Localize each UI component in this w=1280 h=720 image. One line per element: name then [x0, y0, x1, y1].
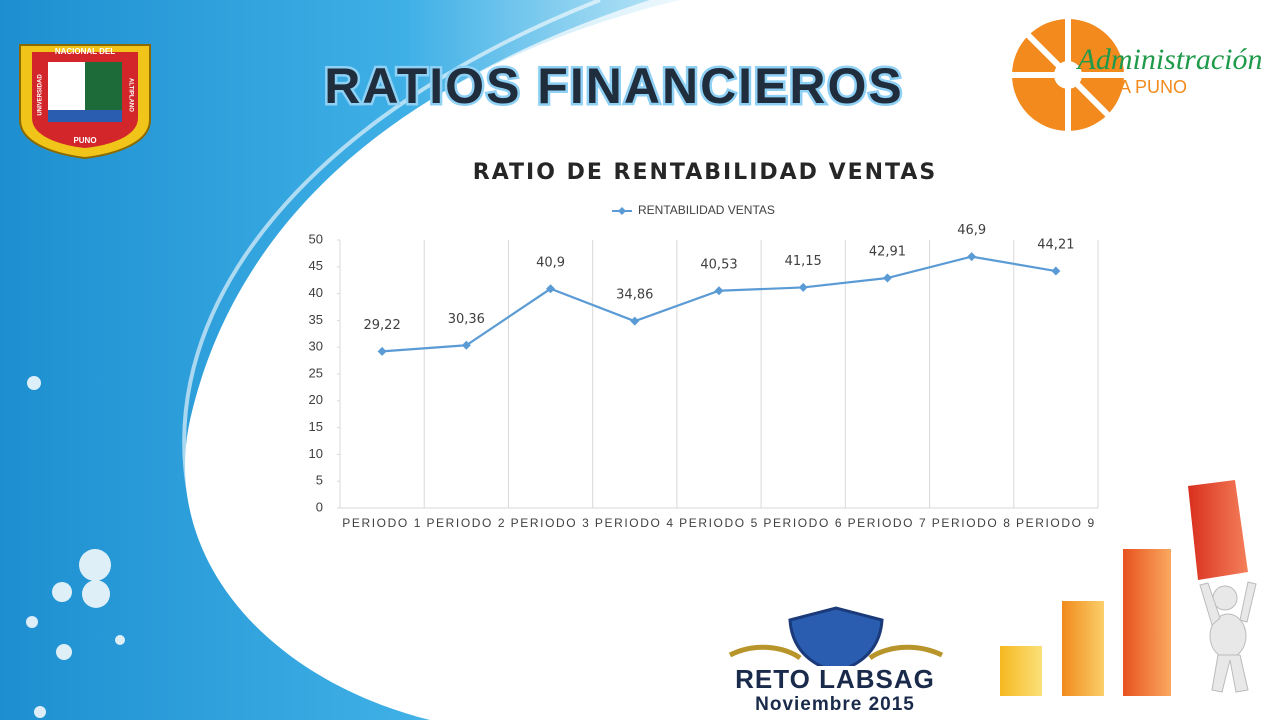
x-tick-label: PERIODO 6	[763, 516, 843, 530]
admin-logo: Administración UNA PUNO	[1012, 19, 1263, 131]
y-tick-label: 5	[316, 473, 323, 488]
legend: RENTABILIDAD VENTAS	[612, 203, 775, 217]
bokeh	[26, 376, 125, 718]
y-tick-label: 35	[309, 312, 323, 327]
point-marker	[882, 273, 892, 283]
background-swirl	[0, 0, 680, 720]
logo-text: ALTIPLANO	[127, 78, 133, 112]
slide-title: RATIOS FINANCIEROS	[324, 58, 904, 114]
point-marker	[630, 316, 640, 326]
logo-text: PUNO	[73, 136, 96, 145]
swirl-line	[209, 0, 683, 720]
badge-title: RETO LABSAG	[735, 664, 935, 694]
point-marker	[377, 346, 387, 356]
logo-text: UNA PUNO	[1093, 77, 1187, 97]
university-logo: NACIONAL DEL UNIVERSIDAD ALTIPLANO PUNO	[19, 44, 151, 160]
x-tick-label: PERIODO 5	[679, 516, 759, 530]
y-tick-label: 25	[309, 365, 323, 380]
data-label: 30,36	[448, 312, 485, 327]
y-tick-label: 45	[309, 258, 323, 273]
x-tick-label: PERIODO 9	[1016, 516, 1096, 530]
chart-title: RATIO DE RENTABILIDAD VENTAS	[473, 160, 937, 185]
chart: 0 5 10 15 20 25 30 35 40 45 50 PERIODO 1 PERIODO 2 PE…	[309, 223, 1099, 530]
y-tick-label: 20	[309, 392, 323, 407]
y-tick-label: 10	[309, 446, 323, 461]
data-label: 40,9	[536, 255, 565, 270]
y-tick-label: 50	[309, 231, 323, 246]
data-label: 44,21	[1037, 238, 1074, 253]
badge: RETO LABSAG Noviembre 2015	[700, 606, 970, 715]
y-tick-label: 30	[309, 339, 323, 354]
legend-label: RENTABILIDAD VENTAS	[638, 203, 775, 217]
x-tick-label: PERIODO 8	[932, 516, 1012, 530]
data-label: 41,15	[785, 254, 822, 269]
x-tick-label: PERIODO 3	[511, 516, 591, 530]
x-tick-label: PERIODO 7	[848, 516, 928, 530]
y-tick-label: 0	[316, 499, 323, 514]
y-tick-label: 40	[309, 285, 323, 300]
logo-text: UNIVERSIDAD	[38, 74, 44, 116]
decorative-bars	[1000, 480, 1257, 696]
logo-text: NACIONAL DEL	[55, 47, 115, 56]
point-marker	[798, 282, 808, 292]
legend-marker	[618, 207, 626, 215]
data-label: 42,91	[869, 245, 906, 260]
data-label: 29,22	[364, 318, 401, 333]
point-marker	[1051, 266, 1061, 276]
x-tick-label: PERIODO 2	[426, 516, 506, 530]
y-tick-label: 15	[309, 419, 323, 434]
x-tick-label: PERIODO 1	[342, 516, 422, 530]
logo-text: Administración	[1076, 43, 1263, 76]
data-label: 40,53	[700, 257, 737, 272]
badge-date: Noviembre 2015	[755, 694, 915, 715]
x-tick-label: PERIODO 4	[595, 516, 675, 530]
point-marker	[967, 252, 977, 262]
data-label: 34,86	[616, 288, 653, 303]
data-label: 46,9	[957, 223, 986, 238]
point-marker	[714, 286, 724, 296]
swirl-line	[182, 0, 601, 501]
point-marker	[546, 284, 556, 294]
point-marker	[461, 340, 471, 350]
